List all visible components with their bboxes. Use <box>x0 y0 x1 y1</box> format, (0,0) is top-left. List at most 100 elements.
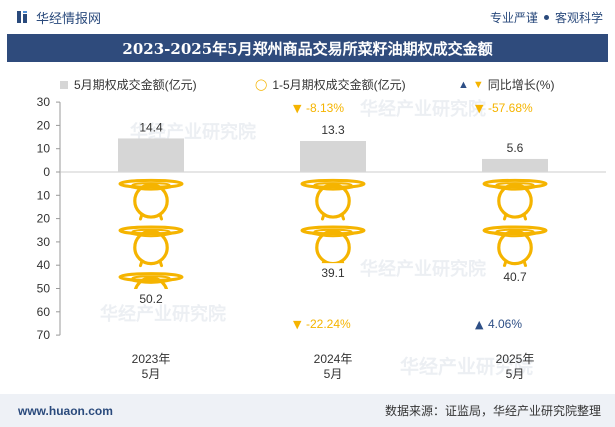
x-tick-label: 5月 <box>142 367 161 381</box>
slogan-left: 专业严谨 <box>489 10 538 25</box>
bar-value-label: 14.4 <box>139 120 163 134</box>
pot-icon <box>118 272 184 312</box>
legend-label-growth: 同比增长(%) <box>487 78 555 92</box>
pot-icon <box>482 178 548 221</box>
legend-item-growth: ▲ ▼ 同比增长(%) <box>458 76 554 93</box>
y-tick-label: 30 <box>37 235 51 249</box>
pot-leg <box>524 307 526 312</box>
legend-label-cumulative: 1-5月期权成交金额(亿元) <box>272 78 406 92</box>
pot-handle <box>306 184 360 191</box>
pot-icon <box>118 225 184 268</box>
footer-source: 数据来源：证监局，华经产业研究院整理 <box>384 404 601 418</box>
y-tick-label: 40 <box>37 258 51 272</box>
pot-rim-inner <box>495 182 535 188</box>
legend-label-monthly: 5月期权成交金额(亿元) <box>74 78 197 92</box>
brand[interactable]: 华经情报网 <box>16 8 101 27</box>
pot-handle <box>306 231 360 238</box>
bar-monthly <box>300 141 366 172</box>
pot-rim-inner <box>131 182 171 188</box>
growth-monthly-label: -8.13% <box>306 101 344 115</box>
slogan-right: 客观科学 <box>554 10 603 25</box>
pot-leg <box>340 212 346 221</box>
pot-handle <box>124 231 178 238</box>
pot-leg <box>340 259 345 264</box>
pot-rim-inner <box>313 182 353 188</box>
pot-leg <box>522 259 528 267</box>
x-tick-label: 2024年 <box>314 352 353 366</box>
y-tick-label: 70 <box>37 328 51 342</box>
pot-rim-inner <box>313 228 353 235</box>
legend-bar-swatch-icon <box>60 80 68 89</box>
pot-body <box>315 183 351 219</box>
chart-title-bar: 2023-2025年5月郑州商品交易所菜籽油期权成交金额 <box>7 34 608 62</box>
pot-leg <box>504 307 506 312</box>
y-tick-label: 10 <box>37 188 51 202</box>
pot-body <box>133 229 169 266</box>
pot-rim-inner <box>131 228 171 235</box>
slogan-dot-icon <box>543 14 549 20</box>
pot-handle <box>488 231 542 238</box>
pot-handle <box>488 184 542 191</box>
x-tick-label: 2023年 <box>132 352 171 366</box>
pot-icon <box>300 178 366 221</box>
y-tick-label: 30 <box>37 95 51 109</box>
pot-handle <box>124 277 178 284</box>
pot-leg <box>321 259 326 264</box>
pot-body <box>133 276 169 289</box>
growth-up-icon: ▲ <box>475 318 484 331</box>
pot-leg <box>140 307 142 312</box>
pot-leg <box>138 212 144 221</box>
pot-body <box>497 229 533 266</box>
growth-cumulative-label: 4.06% <box>488 317 522 331</box>
chart-plot: 30201001020304050607014.450.22023年5月13.3… <box>37 95 606 381</box>
cumulative-value-label: 39.1 <box>321 266 345 280</box>
pot-leg <box>502 212 508 221</box>
pot-body <box>315 229 351 264</box>
pot-icon <box>300 225 366 264</box>
pot-stack <box>482 178 548 312</box>
bar-value-label: 5.6 <box>507 141 524 155</box>
chart-title: 2023-2025年5月郑州商品交易所菜籽油期权成交金额 <box>122 39 493 58</box>
bar-monthly <box>118 138 184 172</box>
top-bar: 华经情报网 专业严谨 客观科学 <box>0 0 615 34</box>
y-tick-label: 0 <box>43 165 50 179</box>
pot-stack <box>118 178 184 312</box>
growth-down-icon: ▼ <box>293 102 302 115</box>
brand-name: 华经情报网 <box>36 10 102 26</box>
legend-pot-swatch-icon: ◯ <box>255 79 268 91</box>
bar-value-label: 13.3 <box>321 123 345 137</box>
pot-leg <box>160 307 162 312</box>
footer-website-link[interactable]: www.huaon.com <box>18 403 113 418</box>
pot-icon <box>482 225 548 267</box>
brand-logo-icon <box>17 11 27 23</box>
legend-triangle-down-icon: ▼ <box>472 78 484 91</box>
bar-monthly <box>482 158 548 172</box>
pot-handle <box>124 184 178 191</box>
slogan: 专业严谨 客观科学 <box>490 9 603 26</box>
legend: 5月期权成交金额(亿元) ◯ 1-5月期权成交金额(亿元) ▲ ▼ 同比增长(%… <box>0 76 615 94</box>
footer: www.huaon.com 数据来源：证监局，华经产业研究院整理 <box>0 394 615 427</box>
growth-cumulative-label: -22.24% <box>306 317 351 331</box>
pot-body <box>497 183 533 219</box>
x-tick-label: 2025年 <box>496 352 535 366</box>
pot-leg <box>320 212 326 221</box>
legend-item-monthly: 5月期权成交金额(亿元) <box>60 76 197 93</box>
y-tick-label: 20 <box>37 118 51 132</box>
pot-leg <box>502 259 508 267</box>
pot-icon <box>118 178 184 221</box>
x-tick-label: 5月 <box>506 367 525 381</box>
growth-monthly-label: -57.68% <box>488 101 533 115</box>
legend-item-cumulative: ◯ 1-5月期权成交金额(亿元) <box>255 76 406 93</box>
pot-leg <box>522 212 528 221</box>
pot-stack <box>300 178 366 264</box>
pot-leg <box>138 259 144 268</box>
y-tick-label: 50 <box>37 282 51 296</box>
pot-rim-inner <box>131 275 171 282</box>
growth-down-icon: ▼ <box>475 102 484 115</box>
legend-triangle-up-icon: ▲ <box>458 78 469 91</box>
pot-leg <box>158 259 164 268</box>
cumulative-value-label: 40.7 <box>503 270 527 284</box>
growth-down-icon: ▼ <box>293 318 302 331</box>
x-tick-label: 5月 <box>324 367 343 381</box>
pot-body <box>133 183 169 219</box>
